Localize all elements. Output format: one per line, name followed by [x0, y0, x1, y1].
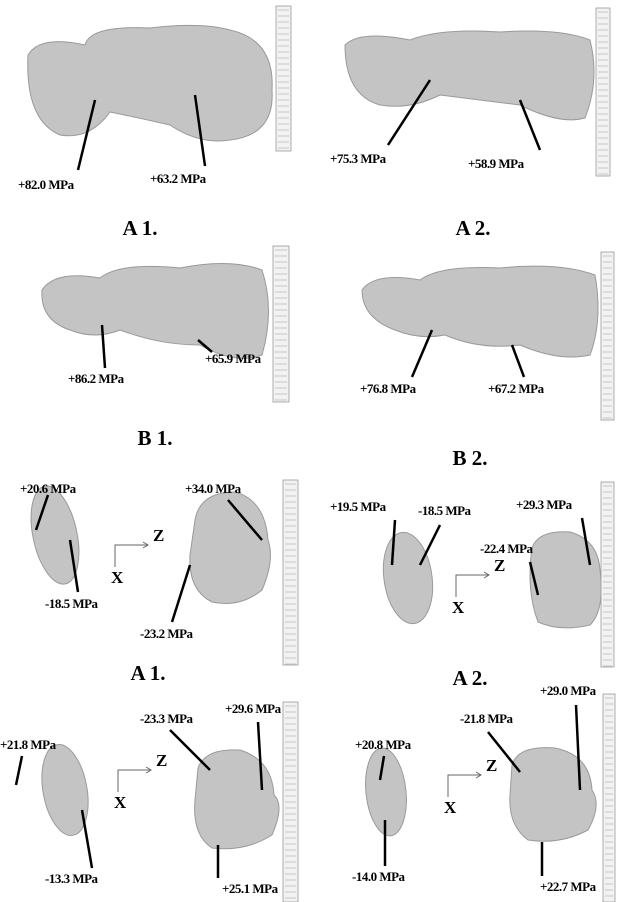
leader-line	[170, 730, 210, 770]
axis-arrows	[448, 772, 481, 797]
panel-label: B 1.	[137, 426, 172, 450]
axis-label: Z	[153, 526, 164, 545]
leader-line	[172, 565, 190, 622]
stress-annotation: +58.9 MPa	[468, 156, 525, 171]
stress-annotation: -23.3 MPa	[140, 711, 194, 726]
stress-annotation: +76.8 MPa	[360, 381, 417, 396]
blobs	[23, 25, 601, 848]
panel-label: A 2.	[455, 216, 490, 240]
stress-annotation: +86.2 MPa	[68, 371, 125, 386]
scale-bar	[601, 252, 614, 420]
stress-annotation: -23.2 MPa	[140, 626, 194, 641]
stress-annotation: +25.1 MPa	[222, 881, 279, 896]
tooth-section	[23, 482, 87, 589]
stress-annotation: +82.0 MPa	[18, 177, 75, 192]
scale-bar	[273, 246, 289, 402]
axis-label: X	[452, 598, 465, 617]
leader-line	[420, 525, 440, 565]
stress-annotation: +20.6 MPa	[20, 481, 77, 496]
stress-annotation: +29.6 MPa	[225, 701, 282, 716]
axis-label: Z	[494, 556, 505, 575]
panel-label: B 2.	[452, 446, 487, 470]
stress-annotation: +20.8 MPa	[355, 737, 412, 752]
tooth-section	[35, 741, 94, 839]
axis-arrows	[115, 542, 148, 567]
axis-label: Z	[486, 756, 497, 775]
tooth-section	[510, 748, 596, 842]
stress-annotation: +21.8 MPa	[0, 737, 57, 752]
axis-arrows	[118, 767, 151, 792]
stress-annotation: -18.5 MPa	[418, 503, 472, 518]
stress-annotation: +63.2 MPa	[150, 171, 207, 186]
axis-label: X	[111, 568, 124, 587]
panel-label: A 1.	[122, 216, 157, 240]
leader-line	[412, 330, 432, 377]
axis-arrows	[456, 572, 489, 597]
axis-label: Z	[156, 751, 167, 770]
tooth-model	[362, 266, 598, 357]
leader-line	[16, 756, 22, 785]
tooth-section	[190, 492, 271, 604]
stress-annotation: +67.2 MPa	[488, 381, 545, 396]
stress-annotation: -21.8 MPa	[460, 711, 514, 726]
stress-annotation: +19.5 MPa	[330, 499, 387, 514]
stress-annotation: +29.0 MPa	[540, 683, 597, 698]
figure: +82.0 MPa +63.2 MPa A 1. +75.3 MPa +58.9 MPa…	[0, 0, 618, 902]
panel-label: A 1.	[130, 661, 165, 685]
stress-annotation: -14.0 MPa	[352, 869, 406, 884]
stress-annotation: +34.0 MPa	[185, 481, 242, 496]
scale-bar	[596, 8, 610, 176]
stress-annotation: +75.3 MPa	[330, 151, 387, 166]
tooth-section	[530, 532, 601, 628]
stress-annotation: +65.9 MPa	[205, 351, 262, 366]
panel-label: A 2.	[452, 666, 487, 690]
axis-label: X	[114, 793, 127, 812]
stress-annotation: +22.7 MPa	[540, 879, 597, 894]
axis-label: X	[444, 798, 457, 817]
stress-annotation: -13.3 MPa	[45, 871, 99, 886]
tooth-model	[42, 263, 269, 358]
leader-line	[82, 810, 92, 868]
leader-line	[512, 345, 524, 377]
scale-bar	[603, 694, 615, 902]
tooth-model	[345, 31, 594, 120]
tooth-section	[378, 529, 438, 627]
stress-annotation: -22.4 MPa	[480, 541, 534, 556]
stress-annotation: -18.5 MPa	[45, 596, 99, 611]
stress-annotation: +29.3 MPa	[516, 497, 573, 512]
tooth-section	[195, 750, 279, 849]
tooth-model	[28, 25, 272, 141]
